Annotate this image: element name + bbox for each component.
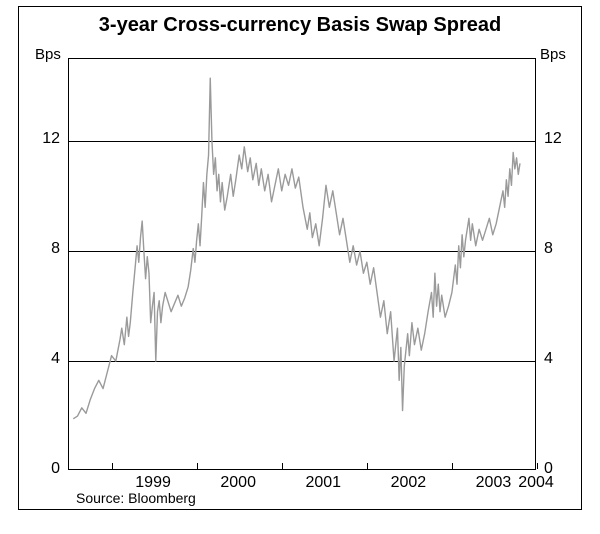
ytick-right: 12 [544, 130, 574, 148]
source-text: Source: Bloomberg [76, 490, 196, 506]
x-axis-year-label: 2000 [213, 474, 263, 492]
chart-figure: 3-year Cross-currency Basis Swap Spread … [0, 0, 600, 534]
ytick-left: 12 [30, 130, 60, 148]
ytick-left: 8 [30, 240, 60, 258]
ytick-right: 4 [544, 350, 574, 368]
y-axis-label-right: Bps [540, 46, 566, 63]
x-axis-year-label: 2001 [298, 474, 348, 492]
plot-area [68, 58, 536, 470]
x-axis-year-label: 2002 [383, 474, 433, 492]
ytick-left: 4 [30, 350, 60, 368]
ytick-left: 0 [30, 460, 60, 478]
x-axis-year-label: 2004 [511, 474, 561, 492]
xtick-mark [537, 463, 538, 469]
ytick-right: 8 [544, 240, 574, 258]
chart-title: 3-year Cross-currency Basis Swap Spread [18, 14, 582, 37]
series-line [69, 59, 537, 471]
x-axis-year-label: 1999 [128, 474, 178, 492]
y-axis-label-left: Bps [35, 46, 61, 63]
